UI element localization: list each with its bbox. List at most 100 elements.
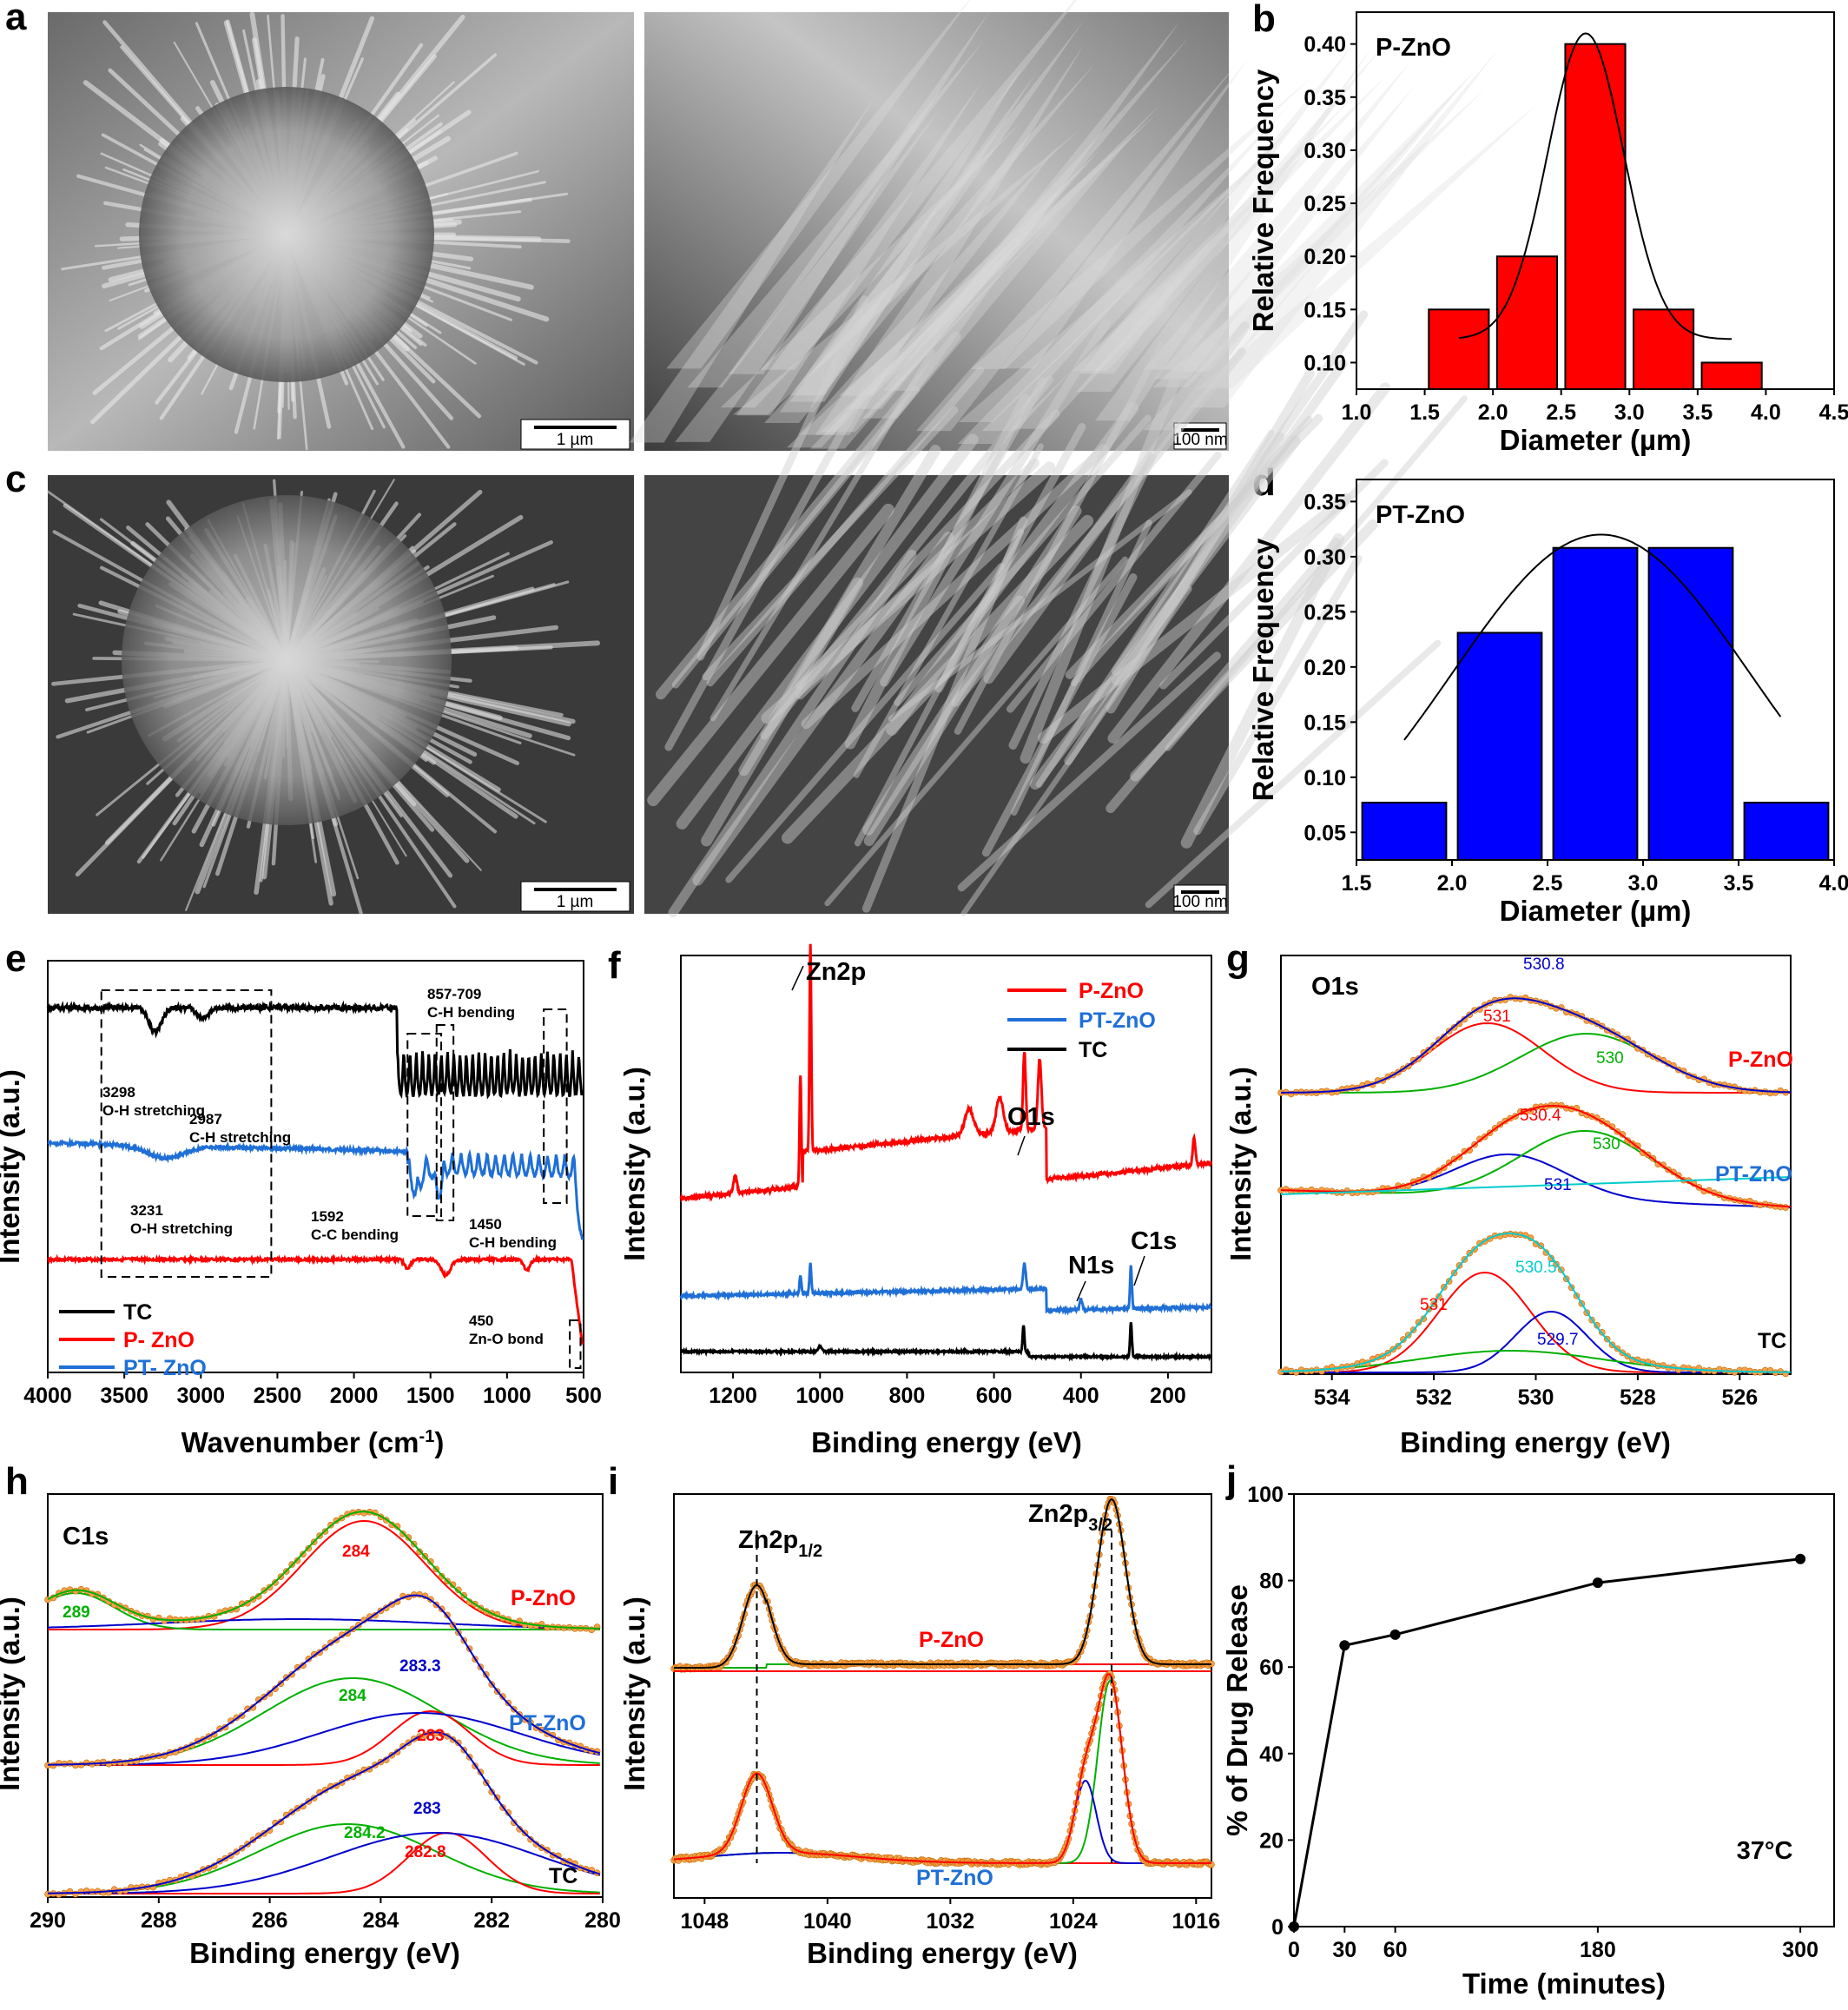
sem-needle <box>692 532 954 886</box>
peak-arrow <box>1133 1255 1145 1286</box>
x-tick-label: 1500 <box>406 1384 455 1408</box>
sem-needle <box>671 385 921 689</box>
y-tick-label: 80 <box>1259 1570 1284 1594</box>
data-point <box>1592 1577 1603 1589</box>
sem-needle <box>701 577 863 847</box>
annotation-label: O-H stretching <box>102 1102 205 1119</box>
scale-bar-label: 1 µm <box>557 893 594 911</box>
x-tick-label: 280 <box>584 1908 621 1933</box>
sem-needle <box>957 105 1290 445</box>
x-tick-label: 1024 <box>1049 1909 1098 1934</box>
data-point <box>1441 1033 1448 1041</box>
x-tick-label: 4.0 <box>1819 871 1848 896</box>
annotation-number: 3231 <box>130 1202 163 1219</box>
sem-needle <box>851 376 1047 712</box>
sem-needle <box>847 36 1190 409</box>
x-axis-label-sup: -1 <box>419 1427 435 1446</box>
x-tick-label: 500 <box>565 1384 602 1408</box>
histogram-bar <box>1552 546 1639 862</box>
y-tick-label: 0 <box>1271 1915 1284 1940</box>
sem-needle <box>668 549 917 918</box>
sem-needle <box>629 96 875 443</box>
sem-needle <box>854 528 1025 847</box>
y-tick-label: 0.25 <box>1304 192 1346 216</box>
temperature-annotation: 37°C <box>1737 1837 1793 1865</box>
panel-letter-i: i <box>608 1460 618 1503</box>
x-tick-label: 284 <box>363 1908 399 1933</box>
peak-label-part: Zn2p <box>738 1526 798 1554</box>
sem-needle <box>710 349 935 722</box>
peak-label: 530 <box>1596 1049 1624 1068</box>
y-tick-label: 0.35 <box>1304 490 1346 514</box>
sem-needle <box>894 414 1152 706</box>
plot-frame <box>1280 955 1792 1375</box>
x-axis-label: Diameter (µm) <box>1500 895 1692 927</box>
peak-label: 284 <box>342 1543 370 1561</box>
sem-needle <box>1006 451 1222 713</box>
x-tick-label: 528 <box>1620 1385 1656 1410</box>
data-point <box>82 1759 90 1767</box>
y-axis-label: Intensity (a.u.) <box>0 1597 25 1791</box>
plot-frame <box>47 960 584 1373</box>
y-axis-label: Intensity (a.u.) <box>0 1069 25 1264</box>
xps-zn2p: 1048 1040 1032 1024 1016Zn2p1/2Zn2p3/2P-ZnOP… <box>618 1493 1221 1969</box>
sem-needle <box>760 375 1053 740</box>
sem-needle <box>824 556 1128 907</box>
x-tick-label: 1200 <box>709 1384 757 1408</box>
legend-label: TC <box>1079 1038 1107 1062</box>
x-tick-label: 288 <box>141 1908 177 1933</box>
sem-needle <box>915 63 1238 432</box>
y-tick-label: 20 <box>1259 1828 1284 1853</box>
peak-label: Zn2p3/2 <box>1028 1500 1112 1535</box>
sem-needle <box>809 148 1101 449</box>
sem-needle <box>1153 87 1415 380</box>
sem-needle <box>853 443 1044 778</box>
region-box <box>543 1008 568 1204</box>
peak-label: 530.8 <box>1523 955 1565 974</box>
legend-label: PT-ZnO <box>1079 1008 1156 1033</box>
sem-needle <box>1106 368 1316 714</box>
sem-needle <box>1198 103 1538 388</box>
sem-image-c-left: 1 µm <box>46 475 634 915</box>
xps-c1s: 290 288 286 284 282 280 C1s P-ZnO PT-ZnO TC 289 284… <box>0 1493 621 1969</box>
histogram-pt-zno: 1.5 2.0 2.5 3.0 3.5 4.0 0.05 0.10 0.15 0.20 0.25 0.… <box>1247 479 1848 927</box>
x-axis-label-text: Wavenumber (cm <box>182 1426 419 1458</box>
y-tick-label: 0.30 <box>1304 545 1346 570</box>
x-tick-label: 1.5 <box>1342 871 1372 896</box>
peak-arrow <box>1076 1280 1086 1302</box>
plot-frame <box>673 1493 1212 1899</box>
peak-label: 289 <box>63 1603 90 1622</box>
peak-label: Zn2p1/2 <box>738 1526 822 1561</box>
peak-label: 284 <box>339 1687 366 1705</box>
annotation-number: 3298 <box>102 1084 135 1101</box>
y-tick-label: 0.20 <box>1304 245 1346 269</box>
x-tick-label: 286 <box>252 1908 288 1933</box>
fit-envelope <box>1281 997 1792 1094</box>
y-tick-label: 0.40 <box>1304 33 1346 57</box>
series-label: PT-ZnO <box>1715 1162 1792 1187</box>
x-tick-label: 2500 <box>254 1384 302 1408</box>
y-tick-label: 0.35 <box>1304 86 1346 110</box>
sem-needle <box>795 409 1060 691</box>
sem-needle <box>883 21 1180 391</box>
sem-needle <box>789 74 1036 402</box>
sem-needle <box>786 155 1095 448</box>
x-tick-label: 1040 <box>803 1909 852 1934</box>
sem-needle <box>647 503 894 807</box>
data-point <box>1795 1553 1806 1564</box>
chart-title: O1s <box>1311 973 1359 1001</box>
x-tick-label: 532 <box>1416 1385 1452 1410</box>
histogram-bar <box>1495 255 1559 390</box>
fit-component <box>48 1709 600 1766</box>
peak-label-part: 3/2 <box>1088 1516 1112 1535</box>
peak-label: N1s <box>1068 1252 1114 1279</box>
panel-letter-e: e <box>5 937 26 980</box>
scale-bar-label: 1 µm <box>557 431 594 449</box>
sem-needle <box>1035 429 1275 788</box>
x-tick-label: 1016 <box>1172 1909 1221 1934</box>
x-tick-label: 2.5 <box>1546 400 1576 425</box>
sem-needle <box>798 143 1060 435</box>
sem-needle <box>1130 519 1378 782</box>
annotation-label: C-H stretching <box>189 1129 291 1146</box>
